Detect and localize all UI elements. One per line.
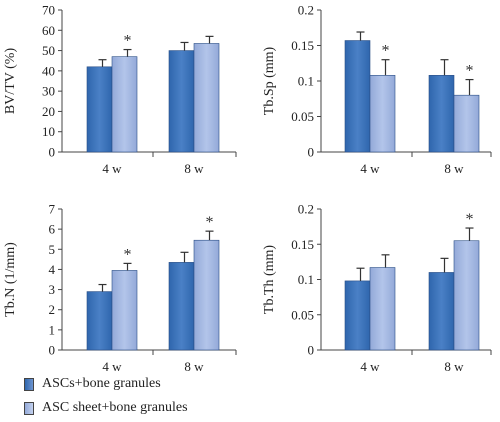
panel2-category-label: 4 w — [360, 161, 380, 176]
panel4-y-axis-label: Tb.Th (mm) — [262, 245, 277, 315]
panel3-bar — [111, 270, 138, 351]
panel1-ytick-label: 10 — [42, 124, 55, 139]
panel4-ytick-label: 0.15 — [291, 237, 314, 252]
panel4-category-label: 4 w — [360, 359, 380, 374]
panel4-significance-star: * — [466, 211, 474, 228]
legend-item-asc-sheet: ASC sheet+bone granules — [24, 398, 324, 418]
panel3-ytick-label: 1 — [49, 322, 56, 337]
panel4-category-label: 8 w — [444, 359, 464, 374]
panel2-ytick-label: 0.2 — [298, 3, 314, 18]
panel3-ytick-label: 4 — [49, 262, 56, 277]
panel1-category-label: 4 w — [102, 161, 122, 176]
panel2-significance-star: * — [382, 43, 390, 60]
panel2-bar — [344, 40, 371, 153]
panel3-ytick-label: 5 — [49, 242, 56, 257]
panel1-ytick-label: 20 — [42, 104, 55, 119]
panel2-y-axis-label: Tb.Sp (mm) — [262, 46, 277, 115]
panel3-ytick-label: 6 — [49, 222, 56, 237]
panel1-category-label: 8 w — [184, 161, 204, 176]
panel1-ytick-label: 40 — [42, 63, 55, 78]
panel2-ytick-label: 0.05 — [291, 109, 314, 124]
panel4-ytick-label: 0.1 — [298, 272, 314, 287]
panel1-bar — [193, 43, 220, 153]
panel2-category-label: 8 w — [444, 161, 464, 176]
panel4-bar — [453, 240, 480, 351]
legend-label-ascs: ASCs+bone granules — [42, 376, 161, 391]
panel3-y-axis-label: Tb.N (1/mm) — [3, 242, 18, 317]
panel3-ytick-label: 0 — [49, 343, 56, 358]
panel1-ytick-label: 60 — [42, 23, 55, 38]
panel2-bar — [428, 75, 455, 153]
legend-label-asc-sheet: ASC sheet+bone granules — [42, 400, 188, 415]
panel3-bar — [193, 239, 220, 351]
panel1-ytick-label: 70 — [42, 3, 55, 18]
panel2-ytick-label: 0 — [308, 145, 315, 160]
panel1-ytick-label: 0 — [49, 145, 56, 160]
panel1-bar — [86, 66, 113, 153]
panel1-significance-star: * — [124, 33, 132, 50]
panel3-significance-star: * — [124, 246, 132, 263]
panel2-significance-star: * — [466, 63, 474, 80]
panel4-bar — [369, 267, 396, 351]
panel3-bar — [86, 291, 113, 351]
panel4-bar — [428, 272, 455, 351]
panel2-ytick-label: 0.1 — [298, 74, 314, 89]
panel3-ytick-label: 2 — [49, 302, 56, 317]
panel2-bar — [453, 94, 480, 153]
panel1-bar — [111, 56, 138, 153]
panel1-ytick-label: 50 — [42, 43, 55, 58]
legend-swatch-ascs — [24, 377, 34, 391]
panel4-bar — [344, 280, 371, 351]
panel4-ytick-label: 0.05 — [291, 307, 314, 322]
legend-item-ascs: ASCs+bone granules — [24, 374, 324, 394]
legend-swatch-asc-sheet — [24, 401, 34, 415]
panel3-ytick-label: 7 — [49, 202, 56, 217]
panel1-bar — [168, 50, 195, 153]
panel4-ytick-label: 0 — [308, 343, 315, 358]
panel3-ytick-label: 3 — [49, 282, 56, 297]
panel3-significance-star: * — [206, 214, 214, 231]
panel3-category-label: 8 w — [184, 359, 204, 374]
panel4-ytick-label: 0.2 — [298, 202, 314, 217]
panel1-y-axis-label: BV/TV (%) — [3, 48, 18, 115]
panel2-ytick-label: 0.15 — [291, 38, 314, 53]
panel1-ytick-label: 30 — [42, 84, 55, 99]
panel2-bar — [369, 75, 396, 153]
panel3-category-label: 4 w — [102, 359, 122, 374]
panel3-bar — [168, 262, 195, 351]
